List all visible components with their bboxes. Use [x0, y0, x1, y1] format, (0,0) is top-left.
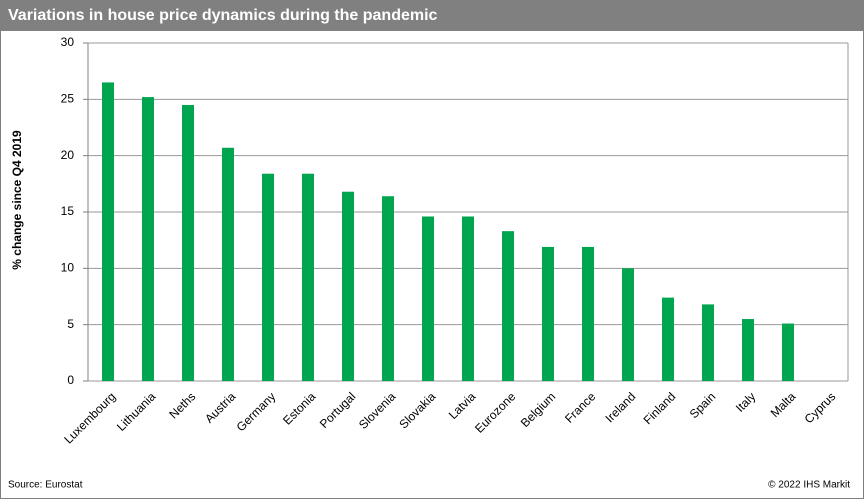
title-bar	[0, 0, 864, 31]
bar	[302, 173, 314, 381]
y-tick-label: 30	[61, 35, 75, 49]
bar	[422, 216, 434, 381]
bar	[662, 297, 674, 381]
bar	[462, 216, 474, 381]
copyright: © 2022 IHS Markit	[768, 480, 850, 491]
y-tick-label: 25	[61, 92, 75, 106]
bar	[782, 323, 794, 381]
bar	[382, 196, 394, 381]
bar	[142, 97, 154, 381]
bar	[342, 191, 354, 381]
bar	[542, 246, 554, 381]
bar	[582, 246, 594, 381]
bar	[102, 82, 114, 381]
source: Source: Eurostat	[8, 480, 83, 491]
bar	[742, 319, 754, 381]
y-tick-label: 5	[67, 317, 74, 331]
y-axis-label: % change since Q4 2019	[10, 130, 24, 270]
bar	[182, 104, 194, 381]
bar	[262, 173, 274, 381]
y-tick-label: 0	[67, 373, 74, 387]
bar	[702, 304, 714, 381]
bar	[222, 147, 234, 381]
y-tick-label: 10	[61, 261, 75, 275]
y-tick-label: 15	[61, 204, 75, 218]
chart-title: Variations in house price dynamics durin…	[8, 7, 438, 24]
bar	[502, 231, 514, 381]
y-tick-label: 20	[61, 148, 75, 162]
bar	[622, 268, 634, 381]
